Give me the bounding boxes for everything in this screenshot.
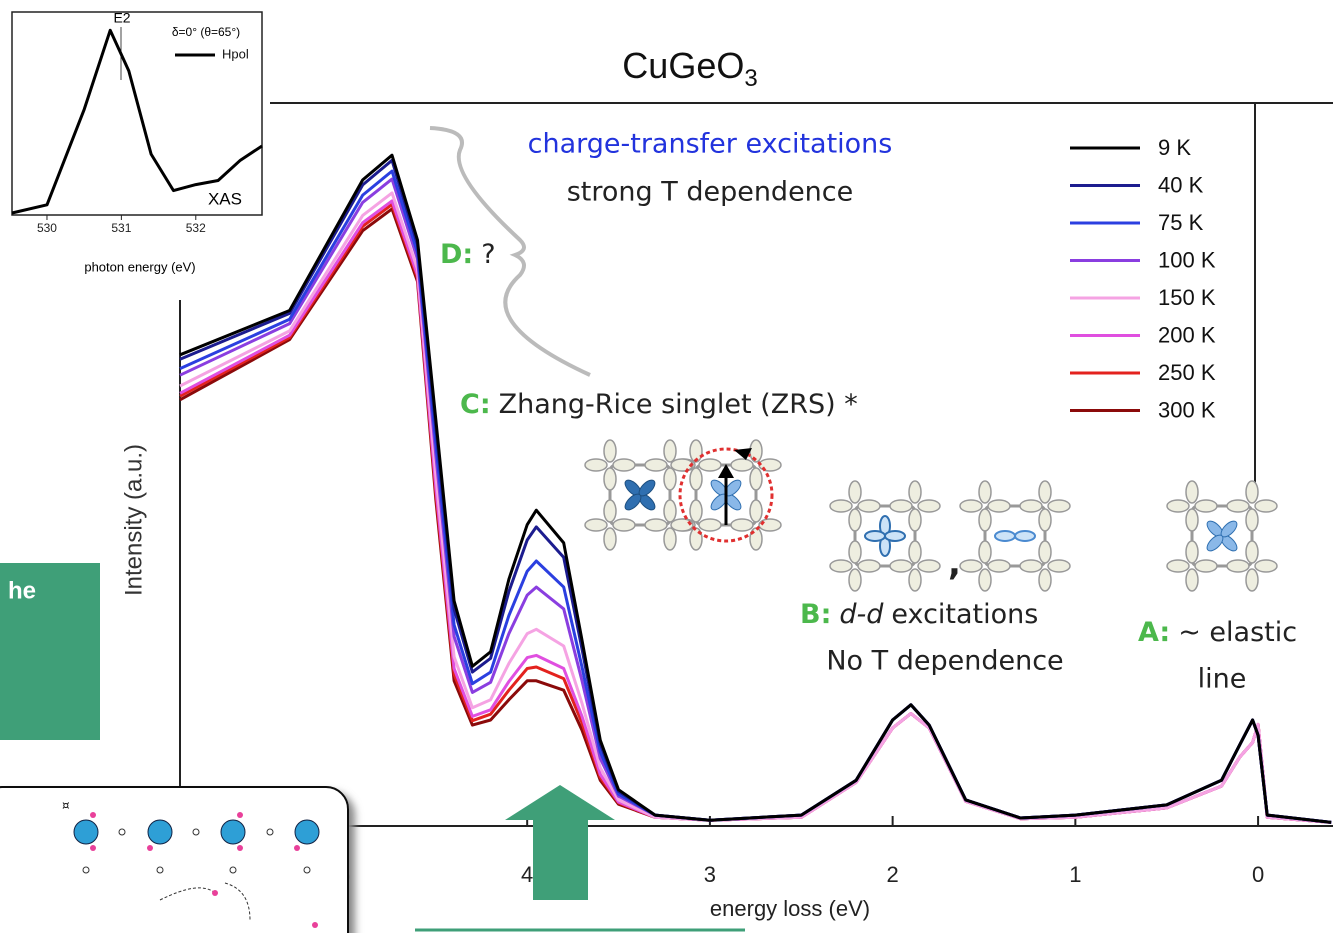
- annotation-text: d-d: [839, 599, 884, 630]
- annotation: A: ~ elastic: [1138, 617, 1297, 648]
- svg-text:¤: ¤: [62, 799, 70, 813]
- side-box: [0, 563, 100, 740]
- annotation: charge-transfer excitations: [528, 129, 893, 160]
- x-axis-label: energy loss (eV): [710, 896, 870, 921]
- inset-annotation: δ=0° (θ=65°): [172, 25, 240, 39]
- series-line: [11, 28, 263, 215]
- annotation-text: Zhang-Rice singlet (ZRS) *: [499, 389, 858, 420]
- inset-chart: E2 δ=0° (θ=65°) XAS photon energy (eV) 5…: [11, 10, 263, 274]
- inset-x-label: photon energy (eV): [84, 259, 195, 274]
- x-tick-label: 2: [887, 862, 899, 887]
- series-line: [179, 153, 1332, 824]
- x-tick-label: 531: [111, 221, 131, 235]
- x-tick-label: 532: [186, 221, 206, 235]
- inset-annotation: XAS: [208, 189, 242, 208]
- structure-box: ¤: [0, 786, 349, 933]
- annotation-text: excitations: [891, 599, 1038, 630]
- separator: ,: [948, 544, 961, 584]
- x-tick-label: 530: [37, 221, 57, 235]
- annotation: D:?: [440, 239, 496, 270]
- x-tick-label: 1: [1069, 862, 1081, 887]
- curves: 543210: [179, 153, 1332, 887]
- legend-label: 75 K: [1158, 210, 1204, 235]
- annotation-text: ?: [481, 239, 495, 270]
- arrow: [505, 785, 615, 900]
- legend-label: 300 K: [1158, 397, 1216, 422]
- annotation: C: Zhang-Rice singlet (ZRS) *: [460, 389, 858, 420]
- annotation: B: d-d excitations: [800, 599, 1038, 630]
- legend-label: 40 K: [1158, 172, 1204, 197]
- annotation-text: ~ elastic: [1178, 617, 1297, 648]
- inset-frame: [11, 11, 263, 216]
- title-subscript: 3: [744, 65, 757, 92]
- legend-label: 150 K: [1158, 285, 1216, 310]
- legend-label: 200 K: [1158, 322, 1216, 347]
- annotation-label: B:: [800, 599, 831, 630]
- legend-label: 9 K: [1158, 135, 1191, 160]
- chart-title: CuGeO3: [622, 45, 757, 93]
- orbital-diagram: [1165, 479, 1279, 593]
- annotation-label: C:: [460, 389, 491, 420]
- brace: [429, 126, 591, 377]
- annotation-label: A:: [1138, 617, 1170, 648]
- legend-label: 250 K: [1158, 360, 1216, 385]
- inset-annotation: E2: [113, 10, 130, 26]
- y-axis-label: Intensity (a.u.): [120, 444, 147, 596]
- annotation: No T dependence: [826, 646, 1063, 677]
- annotation: line: [1198, 664, 1247, 695]
- legend: 9 K 40 K 75 K 100 K 150 K 200 K 250 K 300 K: [1070, 135, 1216, 422]
- orbital-diagram: [828, 479, 1072, 593]
- orbital-diagram: [583, 438, 783, 552]
- side-box-text: he: [8, 577, 36, 604]
- series-line: [179, 191, 1332, 824]
- x-tick-label: 4: [521, 862, 533, 887]
- title-main: CuGeO: [622, 45, 744, 86]
- x-tick-label: 3: [704, 862, 716, 887]
- annotation: strong T dependence: [567, 177, 854, 208]
- legend-label: Hpol: [222, 46, 249, 61]
- legend-label: 100 K: [1158, 247, 1216, 272]
- annotation-label: D:: [440, 239, 473, 270]
- x-tick-label: 0: [1252, 862, 1264, 887]
